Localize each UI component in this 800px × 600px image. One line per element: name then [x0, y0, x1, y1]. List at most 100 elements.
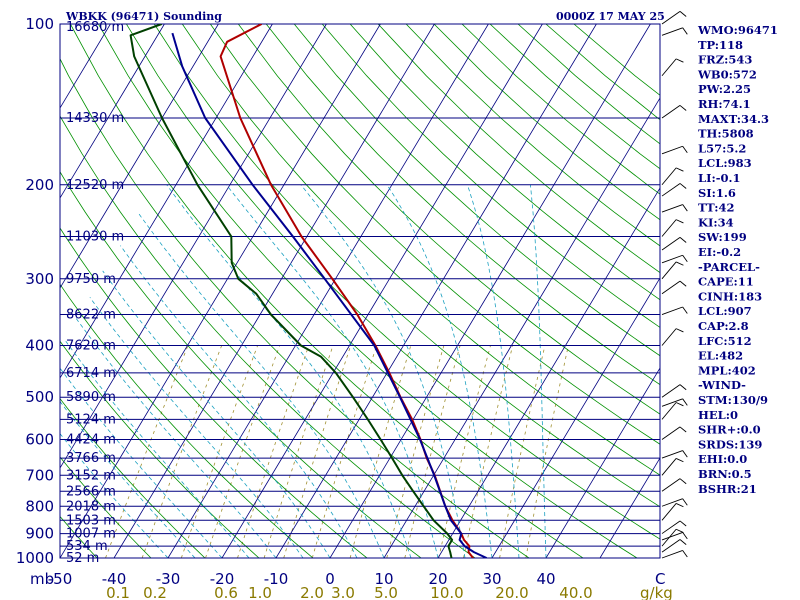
wind-barb: [661, 398, 688, 407]
moist-adiabat: [102, 270, 331, 558]
wind-barb: [661, 27, 688, 36]
index-entry: SW:199: [698, 230, 747, 244]
dry-adiabat: [209, 24, 660, 445]
index-entry: LI:-0.1: [698, 171, 741, 185]
isotherm-line: [545, 367, 660, 558]
pressure-tick-label: 700: [25, 466, 54, 484]
temperature-tick-label: -10: [264, 570, 289, 588]
height-label: 7620 m: [66, 339, 116, 354]
stability-indices: WMO:96471TP:118FRZ:543WB0:572PW:2.25RH:7…: [697, 23, 778, 496]
mixing-ratio-line: [463, 345, 514, 558]
moist-adiabat: [530, 184, 547, 558]
mixing-ratio-line: [404, 345, 461, 558]
temperature-tick-label: -30: [156, 570, 181, 588]
index-entry: EL:482: [698, 349, 743, 363]
index-entry: RH:74.1: [698, 97, 751, 111]
height-label: 1007 m: [66, 527, 116, 542]
index-entry: BSHR:21: [698, 482, 757, 496]
dry-adiabat: [60, 283, 314, 558]
wind-barb: [661, 458, 684, 476]
wind-barb: [661, 450, 688, 459]
isotherm-line: [329, 24, 651, 558]
height-label: 534 m: [66, 539, 108, 554]
index-entry: BRN:0.5: [698, 467, 752, 481]
height-label: 3152 m: [66, 468, 116, 483]
wind-barb: [661, 539, 687, 553]
isotherm-line: [60, 24, 381, 558]
dry-adiabat: [321, 24, 660, 328]
moist-adiabat: [64, 339, 250, 558]
dry-adiabat: [60, 227, 368, 558]
mixing-ratio-label: 2.0: [300, 584, 324, 600]
index-entry: LFC:512: [698, 334, 752, 348]
wind-barb: [661, 520, 687, 534]
index-entry: -PARCEL-: [698, 260, 760, 274]
wind-barbs: [661, 11, 688, 559]
temperature-tick-label: -40: [102, 570, 127, 588]
height-label: 2566 m: [66, 484, 116, 499]
mixing-ratio-label: 20.0: [495, 584, 528, 600]
mixing-ratio-label: 0.1: [106, 584, 130, 600]
mixing-ratio-label: 3.0: [331, 584, 355, 600]
dry-adiabat: [60, 515, 98, 558]
dry-adiabat: [98, 24, 638, 558]
dry-adiabat: [60, 171, 422, 558]
moist-adiabat: [386, 184, 493, 558]
dry-adiabat: [60, 57, 530, 558]
wind-barb: [661, 328, 684, 346]
index-entry: TT:42: [698, 201, 735, 215]
index-entry: TP:118: [698, 38, 743, 52]
temperature-tick-label: 40: [536, 570, 555, 588]
temperature-labels: -50 -40 -30 -20 -10 0 10 20 30 40: [48, 570, 556, 588]
isotherm-line: [491, 277, 660, 558]
wind-barb: [661, 280, 687, 295]
isotherm-line: [60, 24, 219, 289]
isotherm-line: [113, 24, 435, 558]
wind-barb: [661, 498, 688, 507]
index-entry: SHR+:0.0: [698, 423, 761, 437]
isotherm-line: [60, 24, 327, 469]
sounding-profiles: [129, 24, 488, 558]
isotherm-line: [167, 24, 489, 558]
index-entry: TH:5808: [698, 127, 754, 141]
mixing-ratio-line: [105, 345, 189, 558]
mixing-ratio-line: [263, 345, 334, 558]
wind-barb: [661, 261, 684, 280]
isotherm-line: [60, 24, 273, 379]
plot-frame: [59, 23, 661, 559]
temperature-unit-label: C: [655, 570, 665, 588]
mixing-ratio-line: [141, 345, 223, 558]
dry-adiabat: [181, 24, 660, 476]
dry-adiabat: [60, 397, 206, 558]
wind-barb: [661, 254, 688, 264]
index-entry: CAPE:11: [698, 275, 754, 289]
mixing-ratio-lines: [105, 345, 569, 558]
pressure-tick-label: 900: [25, 525, 54, 543]
index-entry: MPL:402: [698, 363, 756, 377]
dry-adiabat: [60, 115, 476, 558]
dry-adiabats: [60, 24, 660, 558]
dry-adiabat: [265, 24, 660, 386]
pressure-tick-label: 1000: [16, 549, 54, 567]
dry-adiabat: [237, 24, 660, 415]
index-entry: MAXT:34.3: [698, 112, 769, 126]
height-label: 14330 m: [66, 111, 124, 126]
temperature-tick-label: 0: [325, 570, 335, 588]
index-entry: CINH:183: [698, 289, 762, 303]
dry-adiabat: [573, 24, 660, 96]
index-entry: LCL:907: [698, 304, 752, 318]
isotherm-line: [437, 187, 660, 558]
index-entry: HEL:0: [698, 408, 738, 422]
pressure-tick-label: 300: [25, 270, 54, 288]
moist-adiabat: [120, 245, 358, 558]
dry-adiabat: [293, 24, 660, 357]
pressure-tick-label: 400: [25, 337, 54, 355]
mixing-ratio-line: [180, 345, 258, 558]
chart-title: WBKK (96471) Sounding: [65, 10, 222, 23]
index-entry: -WIND-: [698, 378, 746, 392]
wind-barb: [661, 105, 687, 119]
index-entry: EI:-0.2: [698, 245, 741, 259]
wind-barb: [661, 167, 684, 186]
dry-adiabat: [126, 24, 660, 540]
